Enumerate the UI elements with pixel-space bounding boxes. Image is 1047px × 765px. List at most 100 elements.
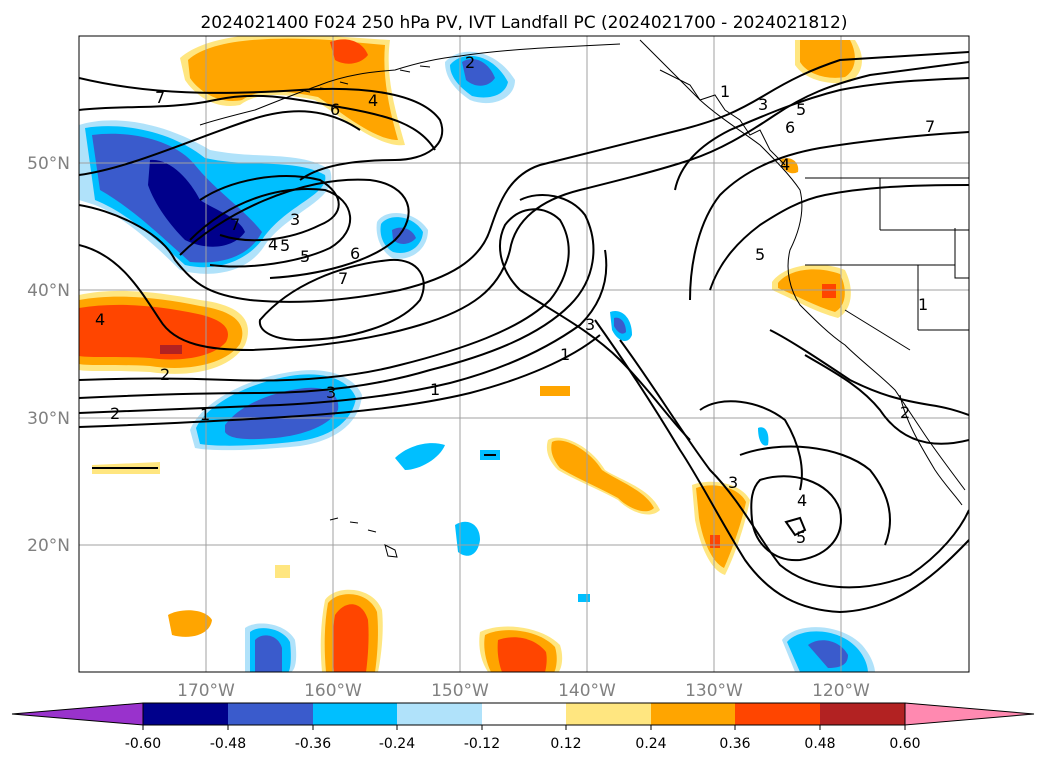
pv-contour-line [699, 400, 803, 491]
pv-contour-line [79, 194, 595, 399]
shade-negative-region [614, 317, 626, 334]
pv-contour-line [199, 175, 340, 242]
shade-negative-region [758, 427, 769, 446]
latitude-axis: 50°N 40°N 30°N 20°N [27, 154, 70, 556]
shade-positive-region [778, 269, 845, 312]
longitude-axis: 170°W 160°W 150°W 140°W 130°W 120°W [177, 681, 870, 701]
pv-contour-line [79, 61, 969, 352]
lat-label: 50°N [27, 154, 70, 174]
map-panel: 7 6 4 5 3 2 1 7 6 5 4 3 2 1 7 6 5 4 3 2 … [79, 36, 969, 672]
colorbar-tick-label: -0.48 [210, 736, 246, 752]
colorbar: -0.60 -0.48 -0.36 -0.24 -0.12 0.12 0.24 … [11, 702, 1035, 752]
colorbar-ticks [142, 725, 906, 730]
colorbar-tick-label: 0.60 [889, 736, 920, 752]
pv-contour-line [79, 208, 691, 441]
shade-negative-region [462, 58, 495, 86]
contour-label: 5 [280, 236, 290, 255]
lon-label: 170°W [177, 681, 235, 701]
contour-label: 4 [368, 91, 378, 110]
pv-contour-line [79, 249, 608, 414]
shade-positive-region [710, 535, 720, 548]
colorbar-bin [820, 703, 905, 725]
shade-negative-region [578, 594, 590, 602]
coastline-north-america-west [639, 39, 966, 491]
contour-label: 2 [160, 365, 170, 384]
map-frame [78, 35, 970, 673]
shade-positive-region [540, 386, 570, 396]
contour-label: 3 [728, 473, 738, 492]
colorbar-tick-label: -0.24 [379, 736, 415, 752]
contour-label: 2 [465, 53, 475, 72]
shade-negative-region [455, 521, 480, 556]
figure-title: 2024021400 F024 250 hPa PV, IVT Landfall… [200, 13, 847, 33]
contour-label: 5 [755, 245, 765, 264]
lat-label: 20°N [27, 536, 70, 556]
shade-negative-region [808, 640, 848, 668]
contour-label: 3 [758, 95, 768, 114]
shade-positive-region [551, 440, 654, 512]
contour-label: 4 [780, 155, 790, 174]
shade-positive-region [330, 39, 368, 64]
colorbar-tick-label: -0.12 [464, 736, 500, 752]
contour-label: 1 [720, 82, 730, 101]
pv-contour-line [750, 475, 842, 562]
colorbar-bin [735, 703, 820, 725]
pv-contours [79, 51, 969, 614]
colorbar-bin [566, 703, 651, 725]
contour-label: 5 [796, 100, 806, 119]
pv-contour-line [804, 354, 969, 445]
colorbar-tick-label: -0.36 [295, 736, 331, 752]
colorbar-bin [313, 703, 397, 725]
colorbar-tick-label: 0.36 [719, 736, 750, 752]
pv-contour-line [79, 77, 444, 181]
shade-positive-region [275, 565, 290, 578]
pv-contour-line [739, 445, 891, 546]
coastline-alaska [199, 43, 621, 126]
contour-label: 1 [430, 380, 440, 399]
lon-label: 140°W [558, 681, 616, 701]
lon-label: 130°W [685, 681, 743, 701]
contour-label: 4 [268, 235, 278, 254]
colorbar-bin [143, 703, 228, 725]
contour-label: 4 [797, 491, 807, 510]
contour-label: 1 [200, 405, 210, 424]
shade-positive-region [497, 637, 547, 672]
shade-positive-region [822, 284, 836, 298]
pv-contour-line [79, 94, 436, 151]
colorbar-bin [482, 703, 566, 725]
pv-contour-line [709, 184, 969, 291]
contour-label: 7 [155, 88, 165, 107]
colorbar-tick-label: 0.12 [550, 736, 581, 752]
contour-label: 6 [785, 118, 795, 137]
shade-negative-region [148, 159, 245, 247]
contour-label: 1 [918, 295, 928, 314]
pv-contour-line [179, 178, 410, 279]
contour-label: 7 [925, 117, 935, 136]
pv-contour-line [79, 51, 969, 303]
colorbar-tick-label: 0.24 [635, 736, 666, 752]
colorbar-extend-high [904, 702, 1035, 726]
colorbar-bin [397, 703, 482, 725]
pv-contour-line [189, 188, 351, 268]
contour-label: 6 [350, 244, 360, 263]
colorbar-extend-low [11, 702, 144, 726]
coastline-baja [899, 394, 963, 506]
pv-contour-line [79, 334, 601, 428]
hawaii-islands [329, 517, 398, 558]
contour-label: 4 [95, 310, 105, 329]
shade-positive-region [168, 610, 212, 637]
contour-label: 2 [110, 404, 120, 423]
pv-contour-line [619, 339, 969, 589]
shade-negative-region [225, 387, 339, 440]
colorbar-bin [228, 703, 313, 725]
contour-label: 3 [585, 315, 595, 334]
lon-label: 160°W [304, 681, 362, 701]
contour-label: 1 [560, 345, 570, 364]
shade-negative-region [255, 635, 282, 672]
shade-positive-region [79, 304, 228, 360]
pv-contour-line [594, 319, 969, 614]
pv-contour-line [784, 516, 807, 537]
colorbar-tick-label: -0.60 [125, 736, 161, 752]
contour-label: 5 [300, 247, 310, 266]
